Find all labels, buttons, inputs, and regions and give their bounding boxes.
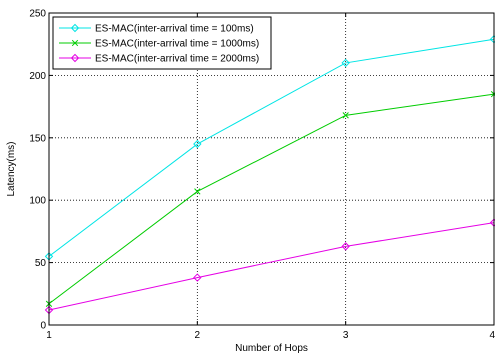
legend-item: ES-MAC(inter-arrival time = 2000ms) [59,54,259,65]
legend-item: ES-MAC(inter-arrival time = 1000ms) [59,39,259,50]
x-tick-label: 2 [195,330,201,341]
legend: ES-MAC(inter-arrival time = 100ms) ES-MAC… [52,16,272,70]
y-tick-label: 250 [29,9,46,20]
legend-label: ES-MAC(inter-arrival time = 100ms) [95,24,254,35]
data-point [341,58,350,68]
data-point [342,112,349,119]
legend-marker [71,39,79,47]
data-point [193,273,202,282]
data-point [341,242,350,251]
legend-item: ES-MAC(inter-arrival time = 100ms) [59,24,254,35]
legend-marker [70,53,80,63]
y-tick-label: 100 [29,196,46,207]
x-tick-label: 4 [489,330,495,341]
legend-label: ES-MAC(inter-arrival time = 1000ms) [95,39,259,50]
x-axis-label: Number of Hops [235,343,308,354]
data-point [194,188,201,195]
x-tick-label: 3 [343,330,349,341]
y-axis-label: Latency(ms) [6,141,17,196]
series-line [48,222,495,311]
y-tick-label: 50 [35,258,47,269]
data-point [193,139,202,149]
plot-frame [48,12,495,326]
legend-label: ES-MAC(inter-arrival time = 2000ms) [95,54,259,65]
y-tick-label: 0 [40,321,46,332]
x-tick-label: 1 [46,330,52,341]
series-line [48,38,495,257]
y-tick-label: 200 [29,71,46,82]
y-tick-label: 150 [29,133,46,144]
legend-marker [70,23,80,33]
series-line [48,93,495,305]
axis-ticks: 1 2 3 4 0 50 100 150 200 250 [29,9,495,342]
